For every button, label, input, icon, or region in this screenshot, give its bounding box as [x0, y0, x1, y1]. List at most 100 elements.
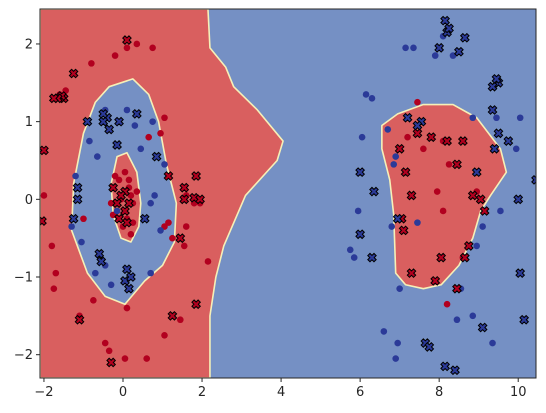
- blue-point: [473, 242, 481, 250]
- x-tick-label: 6: [356, 385, 364, 400]
- blue-point: [388, 223, 396, 230]
- blue-point: [131, 122, 139, 129]
- blue-point: [390, 161, 398, 168]
- blue-point: [497, 207, 504, 215]
- y-tick-label: 0: [25, 193, 33, 208]
- red-x-marker: [124, 198, 134, 209]
- blue-point: [414, 219, 421, 226]
- blue-x-marker: [440, 15, 451, 26]
- blue-x-marker: [369, 186, 379, 197]
- blue-point: [392, 153, 399, 160]
- plot-area: [40, 9, 536, 378]
- blue-x-marker: [68, 213, 79, 224]
- blue-point: [402, 44, 409, 52]
- y-tick-label: −2: [14, 348, 33, 363]
- blue-x-marker: [96, 256, 107, 267]
- red-point: [88, 60, 95, 67]
- blue-x-marker: [124, 283, 134, 294]
- x-tick-label: 4: [277, 385, 285, 400]
- blue-point: [113, 207, 121, 215]
- blue-x-marker: [122, 264, 132, 275]
- blue-x-marker: [491, 74, 502, 84]
- red-x-marker: [412, 128, 423, 139]
- red-x-marker: [406, 190, 417, 201]
- blue-point: [394, 339, 401, 347]
- red-point: [121, 355, 129, 362]
- red-x-marker: [426, 132, 437, 143]
- blue-point: [516, 114, 524, 122]
- red-x-marker: [48, 93, 59, 104]
- red-x-marker: [459, 252, 470, 263]
- red-x-marker: [120, 206, 130, 216]
- red-point: [40, 192, 48, 199]
- y-axis: −2 −1 0 1 2: [14, 37, 40, 363]
- red-point: [90, 297, 97, 304]
- red-x-marker: [122, 217, 132, 228]
- red-point: [177, 316, 184, 324]
- red-x-marker: [175, 233, 186, 244]
- red-x-marker: [112, 198, 122, 209]
- blue-point: [72, 172, 79, 180]
- blue-point: [380, 328, 388, 335]
- blue-x-marker: [493, 128, 504, 139]
- red-point: [433, 188, 441, 195]
- x-tick-label: −2: [34, 385, 53, 400]
- blue-x-marker: [513, 194, 524, 205]
- blue-point: [392, 355, 399, 362]
- blue-x-marker: [82, 116, 93, 127]
- x-axis: −2 0 2 4 6 8 10: [34, 378, 526, 400]
- x-tick-label: 0: [119, 385, 127, 400]
- red-x-marker: [114, 213, 124, 224]
- red-point: [445, 161, 453, 168]
- blue-x-marker: [392, 213, 403, 224]
- red-x-marker: [394, 143, 405, 154]
- blue-x-marker: [98, 108, 109, 119]
- blue-x-marker: [515, 268, 526, 279]
- red-x-marker: [398, 225, 409, 236]
- red-point: [157, 129, 164, 137]
- red-point: [443, 300, 451, 308]
- red-x-marker: [122, 35, 132, 45]
- blue-x-marker: [434, 42, 445, 53]
- blue-x-marker: [104, 124, 115, 135]
- plot-frame: [39, 8, 537, 379]
- blue-point: [368, 95, 376, 102]
- blue-x-marker: [125, 272, 136, 282]
- blue-x-marker: [531, 174, 536, 185]
- blue-x-marker: [444, 23, 454, 34]
- red-x-marker: [400, 167, 411, 178]
- y-tick-label: 1: [25, 115, 33, 130]
- red-point: [80, 215, 87, 223]
- red-point: [125, 176, 133, 184]
- red-x-marker: [463, 241, 474, 251]
- blue-point: [94, 153, 101, 160]
- red-x-marker: [74, 314, 85, 325]
- blue-point: [358, 133, 366, 141]
- red-x-marker: [436, 252, 447, 263]
- blue-x-marker: [424, 342, 435, 352]
- blue-x-marker: [367, 252, 377, 263]
- blue-x-marker: [72, 182, 83, 193]
- red-point: [115, 176, 123, 184]
- blue-point: [346, 246, 354, 254]
- red-point: [48, 242, 56, 250]
- blue-point: [350, 254, 358, 261]
- blue-point: [410, 44, 417, 52]
- red-region-right: [381, 103, 508, 290]
- blue-x-marker: [454, 46, 464, 57]
- blue-point: [86, 137, 93, 145]
- blue-x-marker: [131, 108, 142, 119]
- red-point: [111, 52, 119, 59]
- red-x-marker: [68, 68, 79, 79]
- red-point: [127, 230, 135, 238]
- blue-x-marker: [139, 213, 150, 224]
- red-x-marker: [163, 171, 174, 181]
- blue-x-marker: [489, 143, 500, 154]
- blue-point: [469, 312, 477, 320]
- red-x-marker: [475, 194, 486, 205]
- blue-x-marker: [487, 105, 498, 115]
- red-x-marker: [106, 357, 117, 368]
- red-point: [204, 258, 212, 265]
- red-x-marker: [179, 194, 190, 205]
- blue-x-marker: [477, 322, 488, 333]
